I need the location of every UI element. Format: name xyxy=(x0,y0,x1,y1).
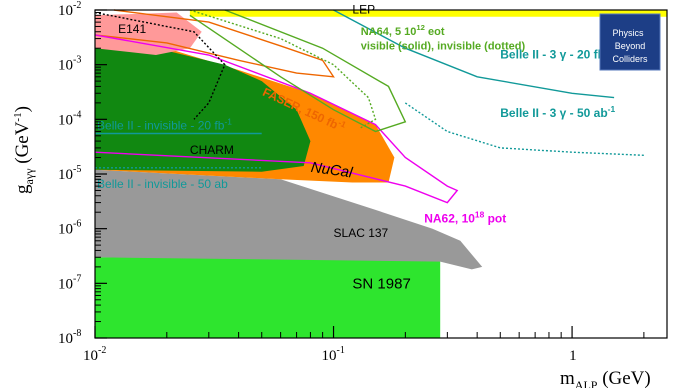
label-na64-5-10: NA64, 5 1012 eot xyxy=(361,23,445,38)
label-belle-ii-3-50-ab: Belle II - 3 γ - 50 ab-1 xyxy=(500,104,615,120)
label-slac-137: SLAC 137 xyxy=(334,226,389,240)
logo-line-1: Physics xyxy=(612,28,644,38)
physics-beyond-colliders-logo: Physics Beyond Colliders xyxy=(599,13,661,71)
x-tick-label: 1 xyxy=(569,348,577,364)
label-belle-ii-invisible-50-ab: Belle II - invisible - 50 ab xyxy=(97,177,228,191)
exclusion-regions xyxy=(95,10,667,338)
curve-na62-10 xyxy=(94,34,459,204)
label-charm: CHARM xyxy=(190,143,234,157)
region-lep xyxy=(189,10,667,17)
curve-e137-invisible-dotted xyxy=(94,11,226,120)
label-visible-solid-invisible-dotted: visible (solid), invisible (dotted) xyxy=(361,40,526,52)
curve-na64-5-10 xyxy=(189,9,407,133)
curve-belle-ii-3-20-fb xyxy=(333,9,615,99)
label-belle-ii-3-20-fb: Belle II - 3 γ - 20 fb-1 xyxy=(500,45,612,61)
label-sn-1987: SN 1987 xyxy=(352,276,410,293)
x-axis-title: mALP (GeV) xyxy=(560,368,651,388)
label-belle-ii-invisible-20-fb: Belle II - invisible - 20 fb-1 xyxy=(97,117,232,133)
label-e141: E141 xyxy=(118,22,146,36)
sensitivity-curves xyxy=(94,9,644,204)
label-nucal: NuCal xyxy=(310,159,354,182)
logo-line-3: Colliders xyxy=(612,54,648,64)
curve-faser-150-fb xyxy=(94,9,335,78)
label-na62-10: NA62, 1018 pot xyxy=(424,209,506,225)
region-slac-137 xyxy=(95,169,483,270)
region-sn-1987 xyxy=(95,257,441,338)
logo-line-2: Beyond xyxy=(615,41,646,51)
curve-belle-ii-3-50-ab-dotted xyxy=(404,102,644,156)
